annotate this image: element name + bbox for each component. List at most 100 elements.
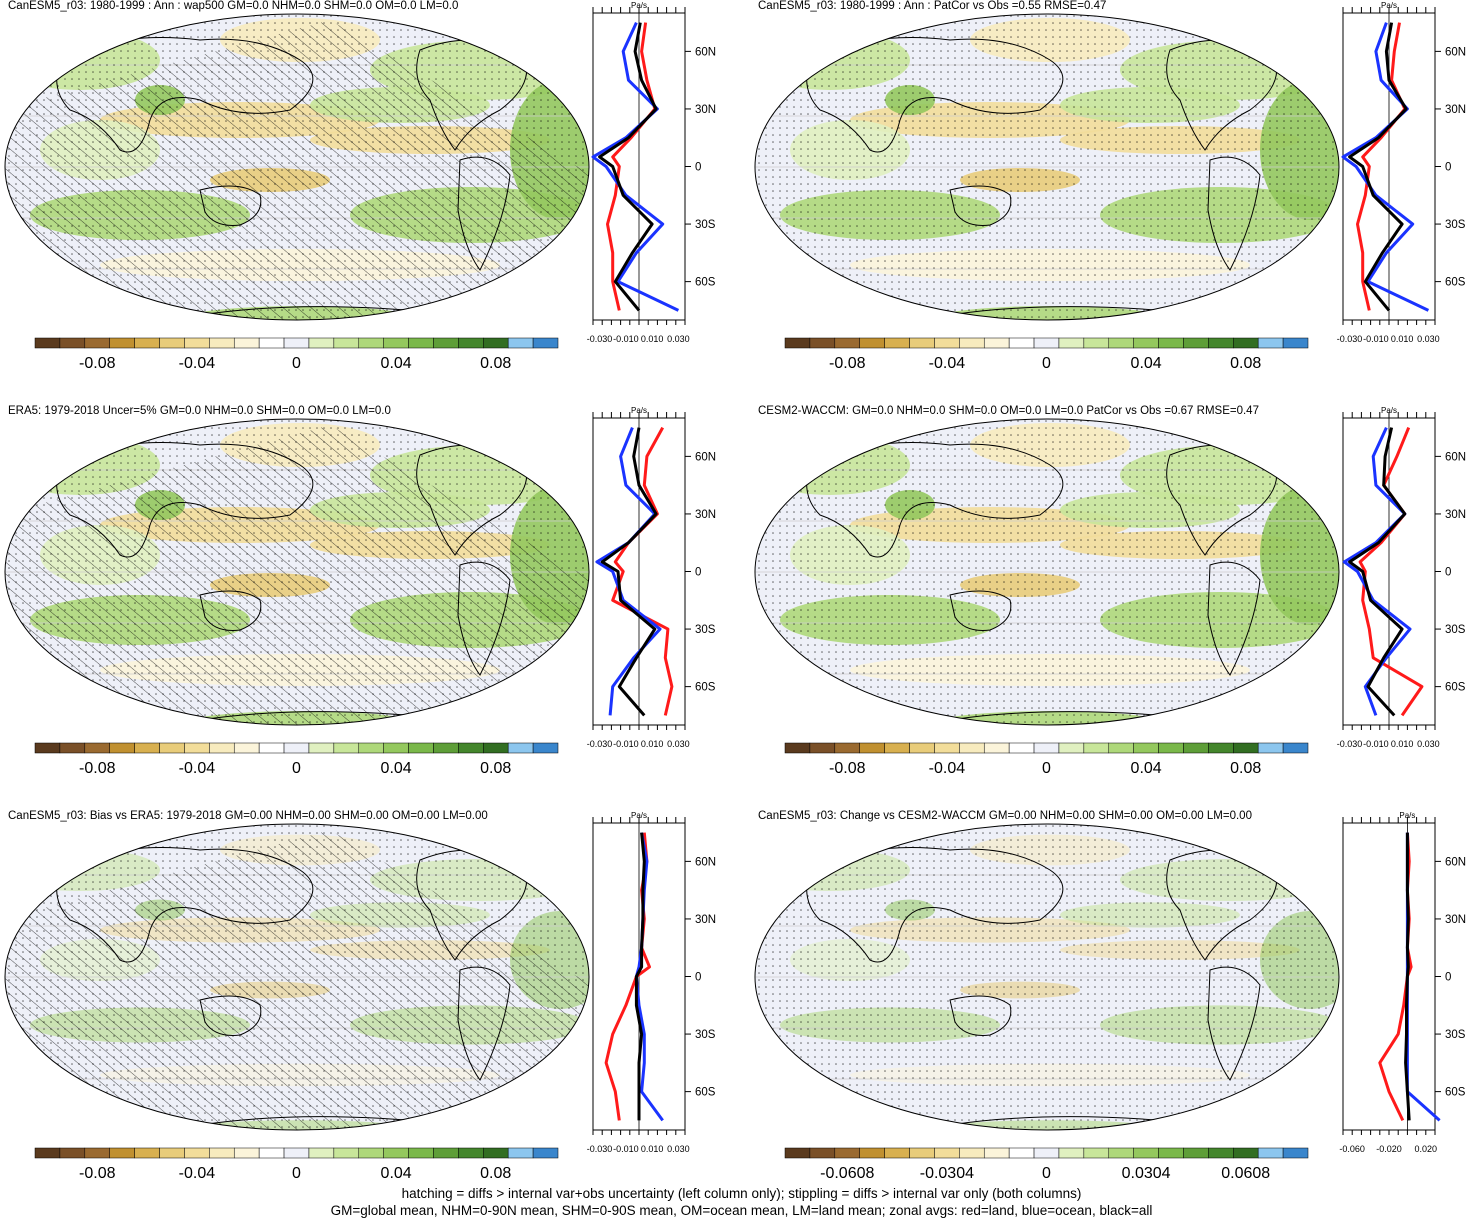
profile-lat-label: 30N [1445, 914, 1466, 926]
colorbar-swatch [1282, 1147, 1309, 1159]
colorbar-swatch [358, 742, 384, 754]
colorbar-swatch [433, 1147, 459, 1159]
colorbar-swatch [1208, 1147, 1234, 1159]
colorbar-swatch [1158, 337, 1184, 349]
colorbar-swatch [1282, 337, 1309, 349]
colorbar-swatch [184, 742, 210, 754]
profile-series-all [1348, 22, 1408, 312]
colorbar-swatch [1133, 742, 1159, 754]
panel-graphics: -0.08 -0.04 0 0.04 0.08 Pa/s 60N 30N 0 30S 60S -0.0… [754, 406, 1466, 777]
profile-series-all [600, 427, 658, 717]
colorbar-swatch [1108, 1147, 1134, 1159]
colorbar-swatch [909, 742, 935, 754]
profile-x-label: -0.030 [1337, 334, 1363, 344]
map-border [754, 418, 1340, 726]
colorbar-swatch [233, 337, 260, 349]
profile-x-label: 0.010 [641, 1144, 664, 1154]
colorbar-swatch [1058, 1147, 1085, 1159]
colorbar-swatch [784, 337, 811, 349]
profile-x-label: -0.010 [613, 739, 639, 749]
colorbar-swatch [859, 742, 885, 754]
profile-x-label: -0.020 [1376, 1144, 1402, 1154]
colorbar-swatch [34, 1147, 61, 1159]
coastline [806, 847, 1064, 963]
colorbar-swatch [784, 1147, 811, 1159]
profile-lat-label: 0 [1445, 972, 1451, 984]
colorbar-swatch [308, 742, 335, 754]
map-field [5, 824, 589, 1130]
colorbar-swatch [383, 1147, 409, 1159]
profile-x-label: 0.030 [1417, 739, 1440, 749]
stippling [755, 824, 1339, 1130]
colorbar-label: 0.04 [1131, 760, 1162, 777]
coastline [1207, 156, 1261, 271]
profile-lat-label: 30S [695, 624, 716, 636]
panel-title: CanESM5_r03: Change vs CESM2-WACCM GM=0.… [758, 810, 1252, 822]
colorbar-label: 0 [292, 760, 301, 777]
profile-series-ocean [1341, 22, 1430, 312]
colorbar-label: -0.04 [179, 1165, 216, 1182]
colorbar-swatch [1208, 742, 1234, 754]
colorbar-label: 0.08 [1230, 760, 1261, 777]
colorbar-label: 0.04 [1131, 355, 1162, 372]
colorbar-label: -0.04 [929, 355, 966, 372]
colorbar-swatch [258, 337, 285, 349]
colorbar-swatch [84, 1147, 110, 1159]
colorbar-swatch [834, 337, 860, 349]
profile-x-label: -0.030 [587, 739, 613, 749]
colorbar-swatch [884, 1147, 910, 1159]
colorbar-swatch [209, 742, 235, 754]
coastline [199, 185, 262, 226]
profile-lat-label: 0 [695, 567, 701, 579]
colorbar-swatch [1008, 337, 1035, 349]
profile-lat-label: 30S [1445, 219, 1466, 231]
colorbar-swatch [1083, 1147, 1110, 1159]
profile-lat-label: 30N [695, 914, 716, 926]
colorbar-label: 0.04 [381, 355, 412, 372]
colorbar-swatch [809, 742, 836, 754]
coastline [457, 561, 511, 676]
map-border [754, 823, 1340, 1131]
coastline [1207, 561, 1261, 676]
colorbar-swatch [859, 1147, 885, 1159]
colorbar-label: -0.0304 [920, 1165, 974, 1182]
profile-lat-label: 30S [1445, 1029, 1466, 1041]
colorbar-swatch [909, 337, 935, 349]
colorbar-label: 0.04 [381, 760, 412, 777]
colorbar-swatch [233, 1147, 260, 1159]
colorbar-swatch [358, 337, 384, 349]
panel-1: CanESM5_r03: 1980-1999 : Ann : wap500 GM… [0, 0, 733, 380]
colorbar-swatch [983, 1147, 1010, 1159]
profile-units: Pa/s [631, 811, 647, 820]
colorbar-swatch [134, 337, 160, 349]
coastline [56, 847, 314, 963]
colorbar-swatch [1183, 742, 1209, 754]
colorbar-swatch [109, 337, 135, 349]
profile-lat-label: 60N [1445, 856, 1466, 868]
footer-line-1: hatching = diffs > internal var+obs unce… [401, 1186, 1082, 1201]
profile-lat-label: 0 [695, 162, 701, 174]
profile-units: Pa/s [1399, 811, 1415, 820]
profile-x-label: 0.030 [1417, 334, 1440, 344]
colorbar-label: 0.04 [381, 1165, 412, 1182]
colorbar-label: -0.08 [79, 760, 116, 777]
colorbar-swatch [333, 1147, 360, 1159]
map-field [5, 419, 589, 725]
coastline [198, 711, 432, 725]
colorbar-swatch [934, 337, 960, 349]
profile-lat-label: 60S [695, 1087, 716, 1099]
profile-x-label: 0.010 [641, 739, 664, 749]
colorbar-swatch [134, 742, 160, 754]
colorbar-swatch [1008, 742, 1035, 754]
colorbar-swatch [834, 1147, 860, 1159]
hatching [5, 20, 589, 320]
colorbar-swatch [34, 337, 61, 349]
colorbar-swatch [358, 1147, 384, 1159]
map-border [4, 823, 590, 1131]
colorbar-swatch [308, 337, 335, 349]
profile-series-ocean [591, 21, 680, 312]
colorbar-swatch [1083, 742, 1110, 754]
map-border [754, 13, 1340, 321]
panel-graphics: -0.08 -0.04 0 0.04 0.08 Pa/s 60N 30N 0 30S 60S -0.0… [754, 1, 1466, 372]
colorbar-label: 0 [292, 355, 301, 372]
